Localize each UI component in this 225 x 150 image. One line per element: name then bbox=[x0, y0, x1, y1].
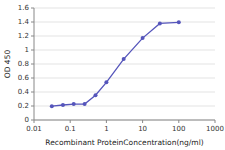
line bbox=[52, 22, 179, 106]
grid-line bbox=[34, 22, 215, 23]
y-tick-label: 0.4 bbox=[18, 88, 30, 96]
point bbox=[158, 21, 162, 25]
grid-line bbox=[34, 50, 215, 51]
chart: 0 0.2 0.4 0.6 0.8 1 1.2 1.4 1.6 0.01 0.1 1 10 100 1000… bbox=[0, 0, 225, 150]
x-tick-label: 10 bbox=[138, 125, 147, 133]
x-tick-label: 100 bbox=[172, 125, 185, 133]
y-axis: 0 0.2 0.4 0.6 0.8 1 1.2 1.4 1.6 bbox=[18, 4, 34, 124]
grid-line bbox=[34, 8, 215, 9]
point bbox=[177, 20, 181, 24]
y-tick-label: 0.8 bbox=[18, 60, 29, 68]
point bbox=[141, 36, 145, 40]
point bbox=[50, 104, 54, 108]
point bbox=[61, 103, 65, 107]
y-tick-label: 0 bbox=[25, 116, 29, 124]
point bbox=[104, 80, 108, 84]
point bbox=[122, 57, 126, 61]
grid-line bbox=[34, 78, 215, 79]
y-tick-label: 1.6 bbox=[18, 4, 30, 12]
y-tick-label: 0.2 bbox=[18, 102, 29, 110]
x-tick-label: 1000 bbox=[206, 125, 224, 133]
x-tick-label: 1 bbox=[104, 125, 108, 133]
grid-line bbox=[34, 120, 215, 121]
grid-line bbox=[34, 92, 215, 93]
point bbox=[72, 102, 76, 106]
x-axis-line bbox=[34, 120, 215, 121]
grid-line bbox=[34, 36, 215, 37]
x-tick-label: 0.01 bbox=[26, 125, 42, 133]
y-axis-line bbox=[34, 8, 35, 120]
y-tick-label: 1.4 bbox=[18, 18, 30, 26]
x-axis: 0.01 0.1 1 10 100 1000 bbox=[26, 120, 224, 133]
y-tick-label: 1 bbox=[25, 46, 29, 54]
grid-line bbox=[34, 64, 215, 65]
y-tick-label: 1.2 bbox=[18, 32, 29, 40]
x-tick-label: 0.1 bbox=[65, 125, 76, 133]
x-axis-label: Recombinant ProteinConcentration(ng/ml) bbox=[45, 138, 203, 147]
point bbox=[94, 93, 98, 97]
y-axis-label: OD 450 bbox=[3, 50, 12, 79]
y-tick-label: 0.6 bbox=[18, 74, 30, 82]
point bbox=[83, 102, 87, 106]
series bbox=[50, 20, 181, 108]
grid bbox=[34, 8, 215, 120]
